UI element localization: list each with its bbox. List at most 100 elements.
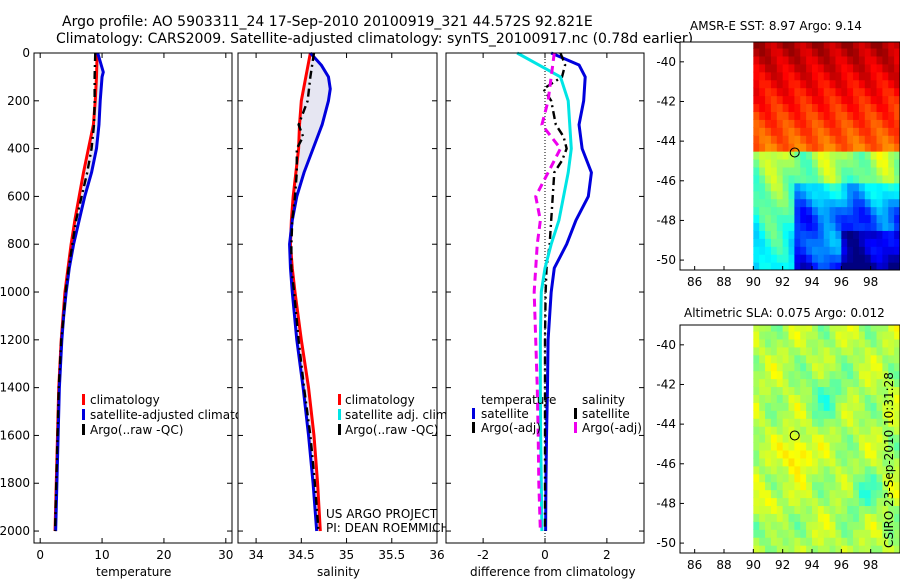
- sla_map-cell: [776, 449, 784, 459]
- sla_map-cell: [894, 386, 900, 395]
- sla_map-cell: [847, 394, 854, 403]
- sla_map-cell: [858, 386, 866, 395]
- sst_map-cell: [823, 95, 831, 105]
- sla_map-cell: [806, 370, 813, 380]
- sla_map-cell: [788, 402, 795, 411]
- sla_map-cell: [817, 370, 825, 380]
- sst_map-cell: [876, 206, 883, 216]
- sla_map-cell: [770, 410, 778, 419]
- sla_map-cell: [823, 362, 831, 372]
- sla_map-cell: [870, 473, 878, 483]
- sst_map-cell: [858, 246, 866, 255]
- sla_map-cell: [841, 465, 848, 475]
- sst_map-cell: [765, 55, 772, 65]
- sst_map-cell: [812, 135, 819, 144]
- sla_map-cell: [858, 497, 866, 507]
- sst_map-cell: [782, 63, 790, 73]
- sst_map-cell: [770, 198, 778, 208]
- sla_map-cell: [812, 410, 819, 419]
- sst_map-cell: [817, 238, 825, 247]
- sst_map-cell: [776, 79, 784, 89]
- sst_map-cell: [882, 262, 889, 270]
- sla_map-cell: [829, 513, 837, 522]
- sst_map-cell: [776, 42, 784, 49]
- sst_map-cell: [823, 151, 831, 160]
- sla_map-cell: [888, 513, 895, 522]
- sla_map-cell: [858, 545, 866, 553]
- sst_map-cell: [788, 254, 795, 263]
- sla_map-cell: [759, 481, 766, 491]
- sst_map-cell: [817, 103, 825, 112]
- sla_map-cell: [876, 457, 883, 467]
- sst_map-cell: [853, 151, 860, 160]
- sla_map-cell: [870, 441, 878, 451]
- sst_map-cell: [759, 198, 766, 208]
- sla_map-cell: [888, 330, 895, 340]
- sla_map-cell: [864, 481, 872, 491]
- sst_map-cell: [847, 222, 854, 231]
- sst_map-cell: [847, 135, 854, 144]
- sst_map-cell: [794, 135, 801, 144]
- sst_map-cell: [870, 143, 878, 152]
- sla_map-cell: [841, 449, 848, 459]
- sst_map-cell: [882, 158, 889, 168]
- sla_map-cell: [770, 394, 778, 403]
- sla_map-cell: [882, 394, 889, 403]
- sst_map-cell: [894, 246, 900, 255]
- sla_map-cell: [870, 434, 878, 443]
- sst_map-xtick-label-2: 90: [746, 275, 761, 289]
- sla_map-cell: [800, 418, 807, 427]
- sst_map-cell: [794, 127, 801, 136]
- sst_map-cell: [853, 127, 860, 136]
- sla_map-cell: [864, 330, 872, 340]
- sst_map-cell: [894, 135, 900, 144]
- sla_map-cell: [847, 330, 854, 340]
- sst_map-cell: [864, 254, 872, 263]
- sla_map-cell: [753, 529, 760, 538]
- sst_map-cell: [888, 246, 895, 255]
- difference-series-0: [544, 51, 593, 532]
- sst_map-cell: [847, 79, 854, 89]
- sst_map-cell: [829, 55, 837, 65]
- sla_map-cell: [841, 497, 848, 507]
- sla_map-cell: [870, 402, 878, 411]
- sst_map-cell: [894, 127, 900, 136]
- sla_map-cell: [812, 378, 819, 388]
- sla_map-cell: [794, 465, 801, 475]
- sst_map-cell: [870, 190, 878, 200]
- sla_map-cell: [870, 338, 878, 348]
- sst_map-cell: [835, 79, 842, 89]
- sla_map-cell: [876, 449, 883, 459]
- sla_map-cell: [759, 505, 766, 514]
- sla_map-cell: [806, 457, 813, 467]
- sst_map-cell: [888, 182, 895, 192]
- sst_map-cell: [894, 87, 900, 97]
- sla_map-cell: [770, 362, 778, 372]
- sst_map-cell: [864, 87, 872, 97]
- sst_map-cell: [806, 79, 813, 89]
- sst_map-cell: [794, 238, 801, 247]
- sla_map-cell: [806, 434, 813, 443]
- sst_map-cell: [829, 254, 837, 263]
- sla_map-cell: [894, 370, 900, 380]
- sla_map-cell: [812, 426, 819, 435]
- sla_map-cell: [847, 489, 854, 499]
- sst_map-cell: [765, 158, 772, 168]
- sst_map-cell: [800, 206, 807, 216]
- sla_map-cell: [888, 441, 895, 451]
- sst_map-cell: [794, 103, 801, 112]
- sla_map-cell: [753, 354, 760, 364]
- sst_map-cell: [788, 119, 795, 128]
- sst_map-cell: [806, 238, 813, 247]
- sla_map-cell: [806, 513, 813, 522]
- sla_map-cell: [829, 346, 837, 356]
- sst_map-cell: [888, 111, 895, 120]
- sla_map-cell: [858, 426, 866, 435]
- sla_map-cell: [882, 537, 889, 546]
- sla_map-cell: [858, 529, 866, 538]
- sst_map-cell: [753, 103, 760, 112]
- sla_map-cell: [753, 346, 760, 356]
- sla_map-cell: [765, 513, 772, 522]
- sla_map-cell: [829, 505, 837, 514]
